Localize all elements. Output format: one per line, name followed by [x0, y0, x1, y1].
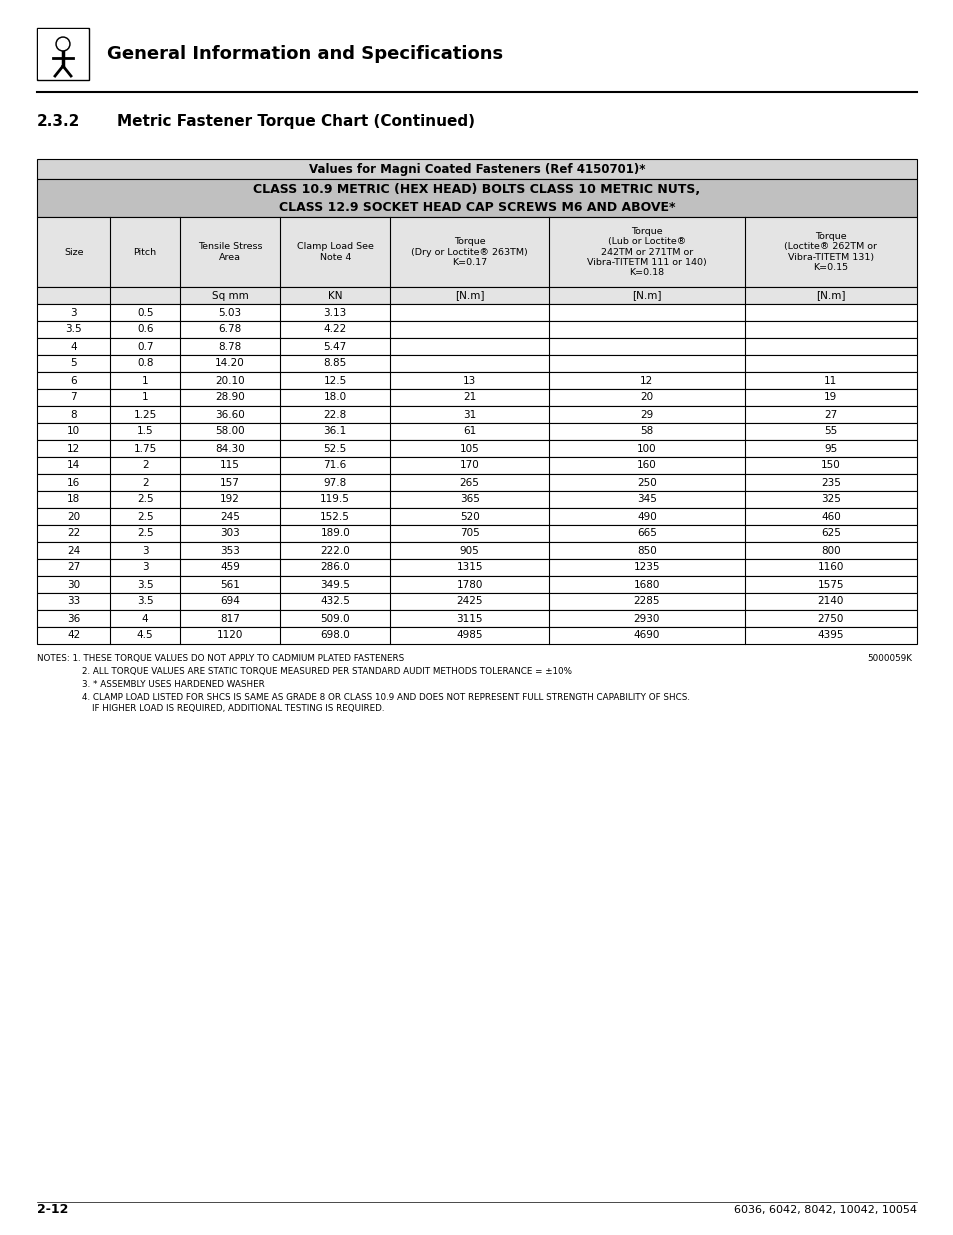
Text: 36.60: 36.60	[215, 410, 245, 420]
Text: 1: 1	[142, 375, 149, 385]
Bar	[37, 354, 916, 372]
Text: 58: 58	[639, 426, 653, 436]
Text: 2: 2	[142, 478, 149, 488]
Text: [N.m]: [N.m]	[632, 290, 661, 300]
Text: NOTES: 1. THESE TORQUE VALUES DO NOT APPLY TO CADMIUM PLATED FASTENERS: NOTES: 1. THESE TORQUE VALUES DO NOT APP…	[37, 655, 404, 663]
Text: 698.0: 698.0	[320, 631, 350, 641]
Text: CLASS 12.9 SOCKET HEAD CAP SCREWS M6 AND ABOVE*: CLASS 12.9 SOCKET HEAD CAP SCREWS M6 AND…	[278, 200, 675, 214]
Text: 42: 42	[67, 631, 80, 641]
Text: Sq mm: Sq mm	[212, 290, 248, 300]
Text: Torque
(Loctite® 262TM or
Vibra-TITETM 131)
K=0.15: Torque (Loctite® 262TM or Vibra-TITETM 1…	[783, 232, 877, 272]
Text: 3115: 3115	[456, 614, 482, 624]
Text: 2930: 2930	[633, 614, 659, 624]
Text: 265: 265	[459, 478, 479, 488]
Text: 1780: 1780	[456, 579, 482, 589]
Text: 245: 245	[220, 511, 240, 521]
Bar	[37, 321, 916, 338]
Text: 349.5: 349.5	[320, 579, 350, 589]
Bar	[37, 457, 916, 474]
Text: 18: 18	[67, 494, 80, 505]
Text: 4.5: 4.5	[136, 631, 153, 641]
Text: 150: 150	[821, 461, 840, 471]
Text: 16: 16	[67, 478, 80, 488]
Text: Size: Size	[64, 247, 83, 257]
Text: 7: 7	[71, 393, 77, 403]
Text: 28.90: 28.90	[215, 393, 245, 403]
Text: 157: 157	[220, 478, 240, 488]
Text: 192: 192	[220, 494, 240, 505]
Text: 20: 20	[639, 393, 653, 403]
Text: 817: 817	[220, 614, 240, 624]
Text: Tensile Stress
Area: Tensile Stress Area	[197, 242, 262, 262]
Text: 509.0: 509.0	[320, 614, 350, 624]
Text: 800: 800	[821, 546, 840, 556]
Bar	[37, 179, 916, 217]
Text: 2: 2	[142, 461, 149, 471]
Text: 3.5: 3.5	[136, 597, 153, 606]
Text: 4395: 4395	[817, 631, 843, 641]
Text: 0.7: 0.7	[137, 342, 153, 352]
Text: 286.0: 286.0	[320, 562, 350, 573]
Text: KN: KN	[328, 290, 342, 300]
Text: 115: 115	[220, 461, 240, 471]
Text: 4. CLAMP LOAD LISTED FOR SHCS IS SAME AS GRADE 8 OR CLASS 10.9 AND DOES NOT REPR: 4. CLAMP LOAD LISTED FOR SHCS IS SAME AS…	[82, 693, 689, 701]
Bar	[37, 217, 916, 287]
Text: 36.1: 36.1	[323, 426, 347, 436]
Text: 1235: 1235	[633, 562, 659, 573]
Text: 12.5: 12.5	[323, 375, 347, 385]
Bar	[37, 287, 916, 304]
Text: 850: 850	[637, 546, 656, 556]
Text: 11: 11	[823, 375, 837, 385]
Text: 95: 95	[823, 443, 837, 453]
Text: 3.5: 3.5	[66, 325, 82, 335]
Text: 3: 3	[142, 546, 149, 556]
Bar	[37, 474, 916, 492]
Text: 8: 8	[71, 410, 77, 420]
Text: 325: 325	[820, 494, 840, 505]
Text: 2285: 2285	[633, 597, 659, 606]
Text: 694: 694	[220, 597, 240, 606]
Text: 460: 460	[821, 511, 840, 521]
Bar	[37, 338, 916, 354]
Text: 2140: 2140	[817, 597, 843, 606]
Text: 5.03: 5.03	[218, 308, 241, 317]
Text: 4: 4	[142, 614, 149, 624]
Text: Pitch: Pitch	[133, 247, 156, 257]
Text: 20: 20	[67, 511, 80, 521]
Text: 0.5: 0.5	[137, 308, 153, 317]
Text: 2. ALL TORQUE VALUES ARE STATIC TORQUE MEASURED PER STANDARD AUDIT METHODS TOLER: 2. ALL TORQUE VALUES ARE STATIC TORQUE M…	[82, 667, 572, 676]
Text: 97.8: 97.8	[323, 478, 347, 488]
Circle shape	[56, 37, 70, 51]
Text: 1.5: 1.5	[136, 426, 153, 436]
Text: 520: 520	[459, 511, 479, 521]
Text: 1315: 1315	[456, 562, 482, 573]
Text: 459: 459	[220, 562, 240, 573]
Text: 33: 33	[67, 597, 80, 606]
Text: 705: 705	[459, 529, 479, 538]
Text: 2.5: 2.5	[136, 529, 153, 538]
Text: 36: 36	[67, 614, 80, 624]
Text: 160: 160	[637, 461, 656, 471]
Text: Torque
(Dry or Loctite® 263TM)
K=0.17: Torque (Dry or Loctite® 263TM) K=0.17	[411, 237, 528, 267]
Text: 18.0: 18.0	[323, 393, 347, 403]
Text: 119.5: 119.5	[320, 494, 350, 505]
Text: 2-12: 2-12	[37, 1203, 69, 1216]
Bar	[37, 610, 916, 627]
Bar	[37, 389, 916, 406]
Text: 4690: 4690	[633, 631, 659, 641]
Text: 1: 1	[142, 393, 149, 403]
Text: 189.0: 189.0	[320, 529, 350, 538]
Text: 30: 30	[67, 579, 80, 589]
Text: 8.78: 8.78	[218, 342, 241, 352]
Text: 222.0: 222.0	[320, 546, 350, 556]
Text: 1.25: 1.25	[133, 410, 156, 420]
Bar	[37, 440, 916, 457]
Text: 1575: 1575	[817, 579, 843, 589]
Text: 21: 21	[462, 393, 476, 403]
Text: 22.8: 22.8	[323, 410, 347, 420]
Text: Clamp Load See
Note 4: Clamp Load See Note 4	[296, 242, 374, 262]
Text: 100: 100	[637, 443, 656, 453]
Bar	[37, 525, 916, 542]
Bar	[37, 593, 916, 610]
Text: 27: 27	[67, 562, 80, 573]
